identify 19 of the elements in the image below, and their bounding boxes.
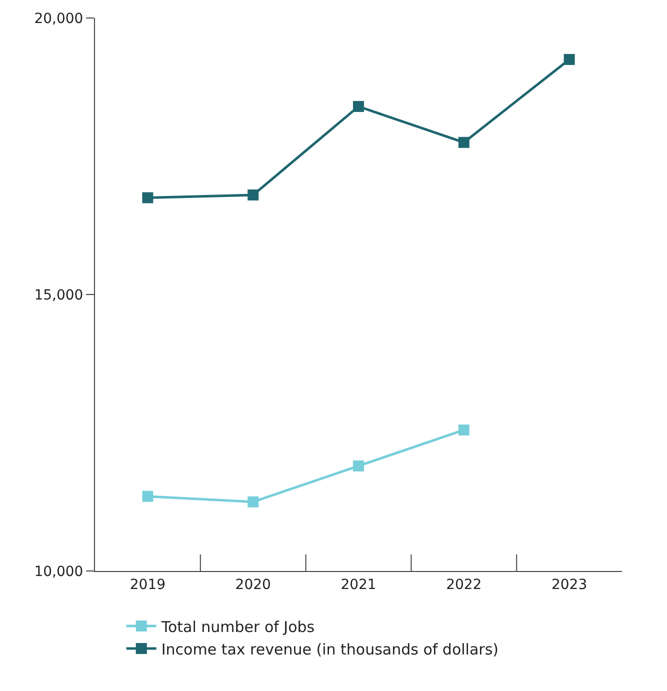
x-tick-label: 2020: [235, 576, 271, 593]
x-tick-label: 2019: [130, 576, 166, 593]
x-tick-label: 2021: [340, 576, 376, 593]
point: [353, 100, 364, 112]
point: [142, 490, 154, 502]
point: [458, 136, 470, 148]
legend-label: Income tax revenue (in thousands of dollars): [161, 640, 498, 658]
y-tick-label: 10,000: [34, 564, 84, 580]
x-tick-label: 2022: [446, 576, 482, 593]
legend-label: Total number of Jobs: [160, 618, 315, 636]
point: [564, 54, 575, 65]
y-tick-label: 15,000: [34, 287, 84, 304]
y-tick-label: 20,000: [34, 10, 84, 27]
point: [353, 460, 364, 472]
point: [248, 496, 259, 508]
x-tick-label: 2023: [551, 576, 588, 593]
point: [458, 424, 470, 436]
point: [248, 189, 259, 200]
point: [142, 192, 154, 204]
